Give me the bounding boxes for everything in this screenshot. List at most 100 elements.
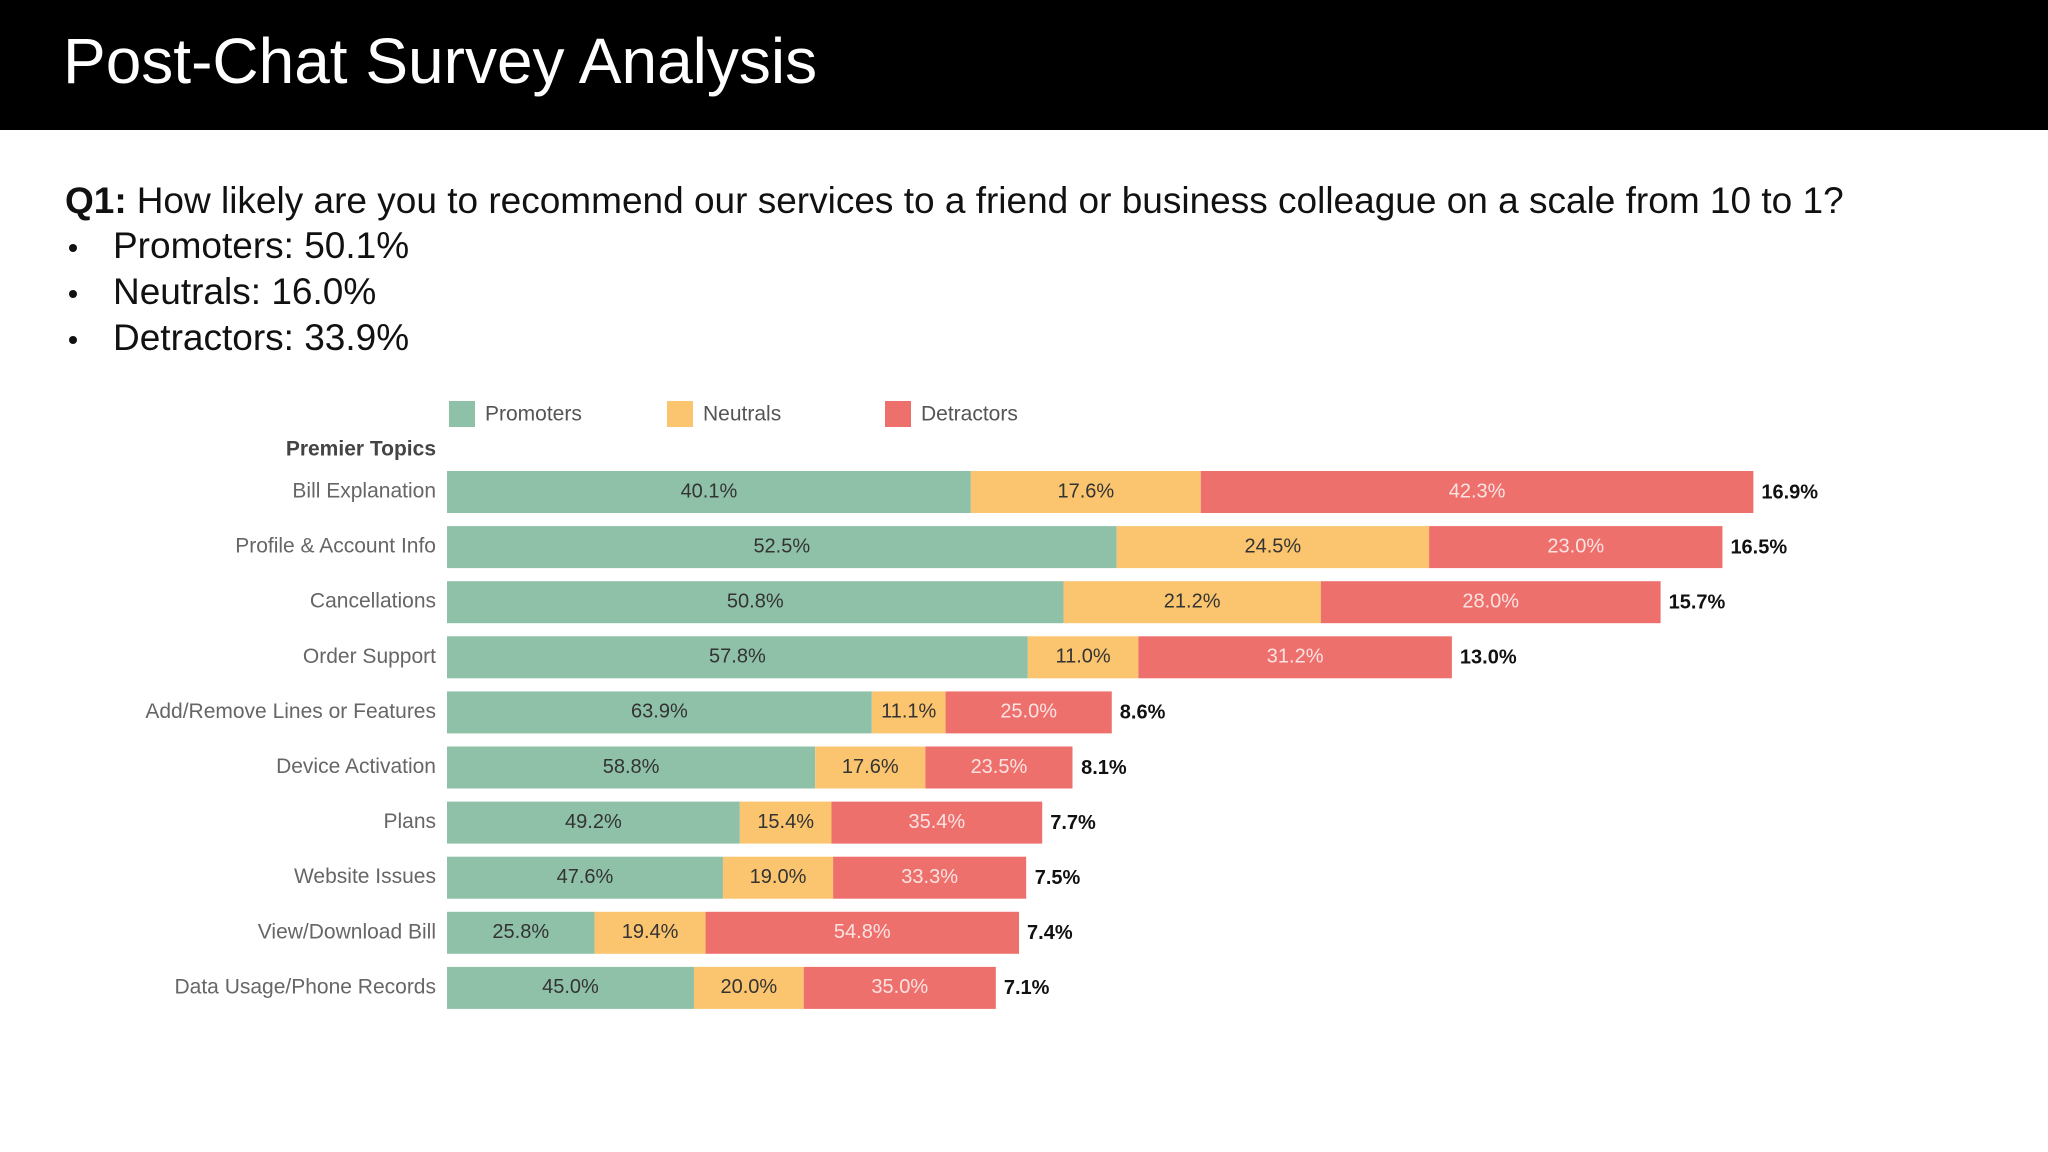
share-label: 13.0% xyxy=(1460,647,1517,669)
bar-segment xyxy=(803,966,996,1009)
bar-segment xyxy=(447,856,723,899)
bullet-text: Detractors: 33.9% xyxy=(113,317,409,358)
share-label: 8.6% xyxy=(1120,702,1166,724)
category-label: Website Issues xyxy=(294,865,436,888)
segment-label: 15.4% xyxy=(757,811,814,833)
question-label: Q1: xyxy=(65,180,127,221)
segment-label: 25.8% xyxy=(492,921,549,943)
segment-label: 52.5% xyxy=(753,535,810,557)
segment-label: 33.3% xyxy=(901,866,958,888)
bullet-dot xyxy=(69,336,77,344)
bar-segment xyxy=(925,746,1073,789)
segment-label: 63.9% xyxy=(631,701,688,723)
segment-label: 11.0% xyxy=(1055,646,1110,668)
segment-label: 49.2% xyxy=(565,811,622,833)
legend-swatch xyxy=(667,401,693,427)
bar-segment xyxy=(705,911,1020,954)
bar-segment xyxy=(1138,636,1452,679)
share-label: 16.9% xyxy=(1761,481,1818,503)
bar-segment xyxy=(722,856,834,899)
question: Q1: How likely are you to recommend our s… xyxy=(65,180,1844,221)
bar-segment xyxy=(447,636,1028,679)
bar-segment xyxy=(447,966,694,1009)
segment-label: 19.0% xyxy=(750,866,807,888)
segment-label: 35.0% xyxy=(871,976,928,998)
share-label: 7.1% xyxy=(1004,977,1050,999)
segment-label: 42.3% xyxy=(1449,480,1506,502)
bar-segment xyxy=(945,691,1112,734)
category-label: Data Usage/Phone Records xyxy=(175,975,437,998)
segment-label: 57.8% xyxy=(709,646,766,668)
question-text: How likely are you to recommend our serv… xyxy=(137,180,1844,221)
segment-label: 24.5% xyxy=(1244,535,1301,557)
legend-label: Detractors xyxy=(921,403,1018,426)
bar-segment xyxy=(1320,581,1661,624)
bullet-text: Promoters: 50.1% xyxy=(113,225,409,266)
segment-label: 50.8% xyxy=(727,590,784,612)
bar-segment xyxy=(831,801,1043,844)
row-header: Premier Topics xyxy=(286,438,436,461)
legend-label: Promoters xyxy=(485,403,582,426)
bar-segment xyxy=(1063,581,1321,624)
slide-title: Post-Chat Survey Analysis xyxy=(63,25,817,97)
segment-label: 23.5% xyxy=(971,756,1028,778)
bar-segment xyxy=(447,746,816,789)
segment-label: 11.1% xyxy=(881,701,936,723)
bullet-text: Neutrals: 16.0% xyxy=(113,271,376,312)
category-label: Profile & Account Info xyxy=(235,535,436,558)
bar-segment xyxy=(1116,526,1430,569)
segment-label: 25.0% xyxy=(1000,701,1057,723)
share-label: 16.5% xyxy=(1730,536,1787,558)
bar-segment xyxy=(447,801,740,844)
segment-label: 54.8% xyxy=(834,921,891,943)
bar-segment xyxy=(1200,471,1754,513)
segment-label: 21.2% xyxy=(1164,590,1221,612)
share-label: 7.7% xyxy=(1050,812,1096,834)
segment-label: 17.6% xyxy=(1057,480,1114,502)
bar-segment xyxy=(447,911,595,954)
segment-label: 40.1% xyxy=(681,480,738,502)
segment-label: 45.0% xyxy=(542,976,599,998)
segment-label: 35.4% xyxy=(908,811,965,833)
segment-label: 19.4% xyxy=(622,921,679,943)
bar-segment xyxy=(970,471,1201,513)
legend-swatch xyxy=(885,401,911,427)
bar-segment xyxy=(447,691,872,734)
bar-segment xyxy=(594,911,706,954)
bar-segment xyxy=(1027,636,1139,679)
category-label: Plans xyxy=(383,810,436,833)
share-label: 8.1% xyxy=(1081,757,1127,779)
chart: Promoters Neutrals Detractors Premier Topic… xyxy=(145,401,1818,1009)
share-label: 15.7% xyxy=(1669,591,1726,613)
legend-label: Neutrals xyxy=(703,403,781,426)
bullet-dot xyxy=(69,244,77,252)
bullet-dot xyxy=(69,290,77,298)
segment-label: 47.6% xyxy=(557,866,614,888)
segment-label: 58.8% xyxy=(603,756,660,778)
category-label: Add/Remove Lines or Features xyxy=(145,700,436,723)
category-label: View/Download Bill xyxy=(258,920,436,943)
bar-segment xyxy=(447,471,971,513)
bar-segment xyxy=(1429,526,1723,569)
category-label: Bill Explanation xyxy=(292,480,436,503)
bar-segment xyxy=(447,581,1064,624)
category-label: Cancellations xyxy=(310,590,436,613)
segment-label: 31.2% xyxy=(1267,646,1324,668)
legend-swatch xyxy=(449,401,475,427)
category-label: Device Activation xyxy=(276,755,436,778)
bullets: Promoters: 50.1% Neutrals: 16.0% Detractor… xyxy=(69,225,409,358)
segment-label: 23.0% xyxy=(1547,535,1604,557)
bar-segment xyxy=(693,966,804,1009)
bar-segment xyxy=(739,801,832,844)
share-label: 7.5% xyxy=(1035,867,1081,889)
segment-label: 17.6% xyxy=(842,756,899,778)
bar-segment xyxy=(815,746,926,789)
bar-segment xyxy=(871,691,946,734)
segment-label: 28.0% xyxy=(1462,590,1519,612)
bar-segment xyxy=(447,526,1117,569)
header-bar xyxy=(0,0,2048,130)
segment-label: 20.0% xyxy=(720,976,777,998)
bar-segment xyxy=(833,856,1027,899)
share-label: 7.4% xyxy=(1027,922,1073,944)
